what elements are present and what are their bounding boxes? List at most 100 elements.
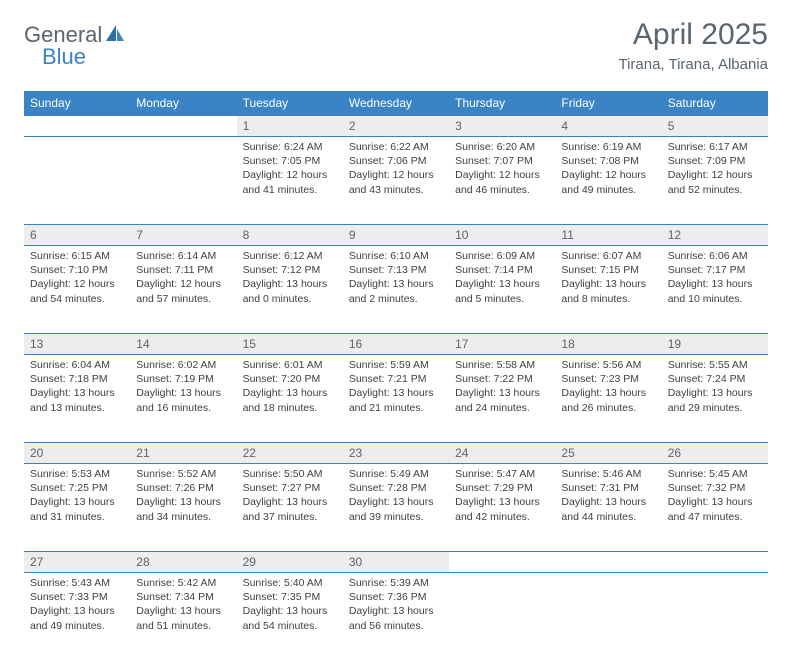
sunset-value: 7:36 PM [387,591,426,603]
day-cell [662,573,768,661]
sunset-label: Sunset: [136,373,175,385]
sunrise-value: 6:10 AM [390,250,429,262]
day-number-cell: 21 [130,443,236,464]
day-number-cell: 29 [237,552,343,573]
daylight-label: Daylight: [30,605,74,617]
day-cell-body: Sunrise: 5:56 AMSunset: 7:23 PMDaylight:… [555,355,661,421]
sunset-value: 7:20 PM [281,373,320,385]
calendar-table: SundayMondayTuesdayWednesdayThursdayFrid… [24,91,768,661]
day-cell: Sunrise: 5:52 AMSunset: 7:26 PMDaylight:… [130,464,236,552]
day-cell: Sunrise: 6:14 AMSunset: 7:11 PMDaylight:… [130,246,236,334]
day-cell-body: Sunrise: 6:06 AMSunset: 7:17 PMDaylight:… [662,246,768,312]
sunset-value: 7:27 PM [281,482,320,494]
day-cell: Sunrise: 6:22 AMSunset: 7:06 PMDaylight:… [343,137,449,225]
day-number-cell: 24 [449,443,555,464]
daylight-label: Daylight: [243,605,287,617]
day-number-cell [24,116,130,137]
daylight-label: Daylight: [30,387,74,399]
sunrise-value: 6:22 AM [390,141,429,153]
daylight-label: Daylight: [136,387,180,399]
daylight-label: Daylight: [30,496,74,508]
daylight-label: Daylight: [668,496,712,508]
sunrise-label: Sunrise: [668,468,709,480]
day-cell [130,137,236,225]
sunrise-value: 5:47 AM [497,468,536,480]
day-cell: Sunrise: 5:56 AMSunset: 7:23 PMDaylight:… [555,355,661,443]
sunset-value: 7:23 PM [600,373,639,385]
daylight-label: Daylight: [136,496,180,508]
sunrise-value: 6:01 AM [284,359,323,371]
day-cell [555,573,661,661]
logo-text-blue: Blue [42,44,86,69]
daylight-label: Daylight: [561,387,605,399]
sunset-label: Sunset: [243,264,282,276]
day-cell-body: Sunrise: 6:14 AMSunset: 7:11 PMDaylight:… [130,246,236,312]
day-number-cell: 26 [662,443,768,464]
day-cell: Sunrise: 6:20 AMSunset: 7:07 PMDaylight:… [449,137,555,225]
daylight-label: Daylight: [30,278,74,290]
day-cell: Sunrise: 5:46 AMSunset: 7:31 PMDaylight:… [555,464,661,552]
sunrise-label: Sunrise: [561,250,602,262]
sunset-value: 7:26 PM [175,482,214,494]
day-cell-body: Sunrise: 5:45 AMSunset: 7:32 PMDaylight:… [662,464,768,530]
day-cell: Sunrise: 5:42 AMSunset: 7:34 PMDaylight:… [130,573,236,661]
sunset-value: 7:19 PM [175,373,214,385]
sunrise-label: Sunrise: [561,359,602,371]
sunset-label: Sunset: [30,264,69,276]
sunset-label: Sunset: [243,591,282,603]
sunset-label: Sunset: [668,373,707,385]
sunrise-label: Sunrise: [561,468,602,480]
sunrise-label: Sunrise: [136,250,177,262]
sunset-label: Sunset: [455,373,494,385]
sunrise-value: 6:09 AM [497,250,536,262]
day-cell: Sunrise: 5:49 AMSunset: 7:28 PMDaylight:… [343,464,449,552]
day-cell-body: Sunrise: 5:47 AMSunset: 7:29 PMDaylight:… [449,464,555,530]
day-body-row: Sunrise: 6:04 AMSunset: 7:18 PMDaylight:… [24,355,768,443]
sunset-label: Sunset: [349,482,388,494]
sunrise-value: 5:52 AM [178,468,217,480]
sunset-value: 7:09 PM [706,155,745,167]
daylight-label: Daylight: [561,278,605,290]
day-number-cell: 18 [555,334,661,355]
day-cell: Sunrise: 5:50 AMSunset: 7:27 PMDaylight:… [237,464,343,552]
day-cell-body: Sunrise: 6:12 AMSunset: 7:12 PMDaylight:… [237,246,343,312]
sunrise-label: Sunrise: [349,250,390,262]
sunset-label: Sunset: [455,482,494,494]
day-cell: Sunrise: 5:58 AMSunset: 7:22 PMDaylight:… [449,355,555,443]
day-body-row: Sunrise: 5:53 AMSunset: 7:25 PMDaylight:… [24,464,768,552]
day-cell: Sunrise: 5:53 AMSunset: 7:25 PMDaylight:… [24,464,130,552]
day-cell [24,137,130,225]
sunrise-label: Sunrise: [243,141,284,153]
daylight-label: Daylight: [349,169,393,181]
daylight-label: Daylight: [455,169,499,181]
sunset-label: Sunset: [30,591,69,603]
day-cell-body: Sunrise: 6:02 AMSunset: 7:19 PMDaylight:… [130,355,236,421]
weekday-header: Sunday [24,91,130,116]
daylight-label: Daylight: [349,387,393,399]
sunrise-label: Sunrise: [349,468,390,480]
sunset-value: 7:17 PM [706,264,745,276]
day-cell-body: Sunrise: 6:09 AMSunset: 7:14 PMDaylight:… [449,246,555,312]
day-number-cell: 28 [130,552,236,573]
day-number-cell: 14 [130,334,236,355]
day-number-row: 13141516171819 [24,334,768,355]
sunrise-value: 5:55 AM [709,359,748,371]
sunrise-value: 6:12 AM [284,250,323,262]
day-cell-body: Sunrise: 5:50 AMSunset: 7:27 PMDaylight:… [237,464,343,530]
sunset-label: Sunset: [561,482,600,494]
sunset-label: Sunset: [349,155,388,167]
day-cell: Sunrise: 6:07 AMSunset: 7:15 PMDaylight:… [555,246,661,334]
sunrise-value: 6:20 AM [497,141,536,153]
sunset-value: 7:07 PM [494,155,533,167]
sunset-label: Sunset: [30,482,69,494]
sunrise-value: 6:04 AM [71,359,110,371]
day-number-cell: 30 [343,552,449,573]
header: General April 2025 Tirana, Tirana, Alban… [24,18,768,73]
day-number-cell: 19 [662,334,768,355]
day-cell: Sunrise: 6:04 AMSunset: 7:18 PMDaylight:… [24,355,130,443]
sunset-label: Sunset: [136,482,175,494]
day-cell: Sunrise: 5:45 AMSunset: 7:32 PMDaylight:… [662,464,768,552]
sunset-label: Sunset: [136,264,175,276]
weekday-header: Wednesday [343,91,449,116]
sunrise-label: Sunrise: [136,359,177,371]
